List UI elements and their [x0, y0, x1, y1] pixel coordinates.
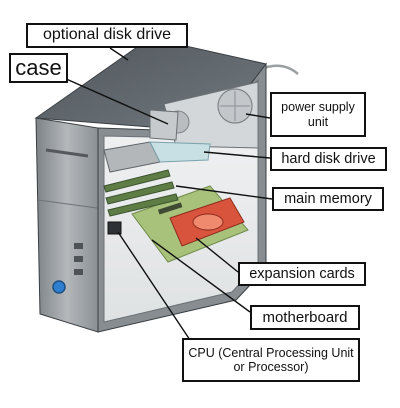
power-button-icon — [52, 280, 66, 294]
expansion-slot — [157, 202, 183, 215]
label-main-memory: main memory — [272, 187, 384, 211]
leader-main-memory — [175, 185, 273, 200]
leader-power-supply — [245, 113, 271, 119]
label-case: case — [9, 53, 68, 83]
leader-hard-disk — [203, 151, 271, 159]
leader-case — [63, 77, 169, 125]
label-expansion-cards: expansion cards — [238, 262, 366, 286]
cpu-chip-icon — [107, 221, 122, 235]
drive-bay-backplate — [149, 141, 211, 163]
optical-drive-bay — [149, 109, 179, 141]
leader-motherboard — [151, 239, 251, 313]
front-port — [74, 256, 83, 262]
case-front-panel — [35, 117, 99, 333]
memory-module — [103, 169, 171, 193]
leader-lines — [63, 47, 273, 341]
leader-optional-disk-drive — [109, 47, 129, 61]
label-hard-disk-drive: hard disk drive — [270, 147, 387, 171]
front-panel-seam — [37, 199, 98, 209]
leader-cpu — [117, 231, 191, 341]
front-port — [74, 243, 83, 249]
memory-module — [107, 193, 179, 217]
label-power-supply-unit: power supply unit — [270, 92, 366, 137]
memory-module — [105, 181, 175, 205]
card-cooler-icon — [192, 213, 224, 231]
label-optional-disk-drive: optional disk drive — [26, 23, 188, 48]
leader-expansion-cards — [195, 237, 239, 273]
label-cpu: CPU (Central Processing Unit or Processo… — [182, 338, 360, 382]
front-port — [74, 269, 83, 275]
optical-drive-slot — [45, 148, 89, 158]
label-motherboard: motherboard — [250, 305, 360, 330]
